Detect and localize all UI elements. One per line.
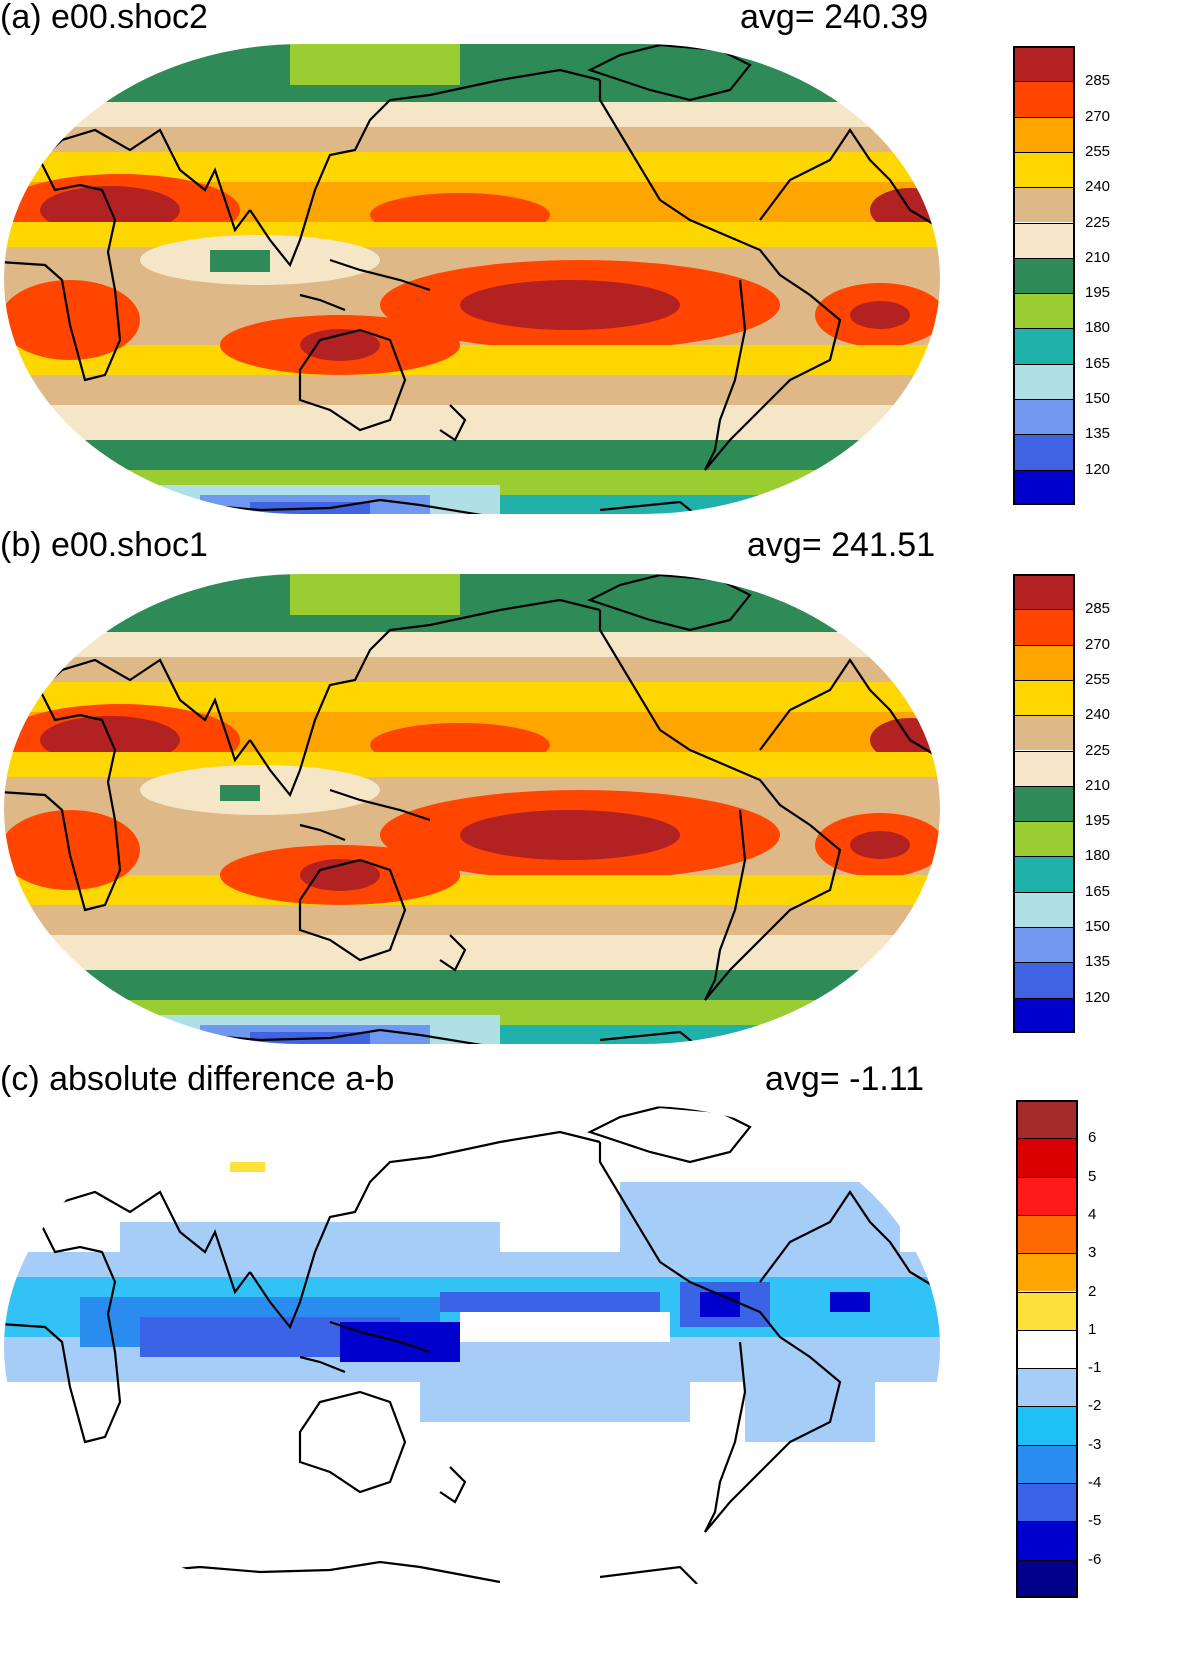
panel-c-map-svg [0, 1102, 944, 1592]
colorbar-swatch [1013, 715, 1075, 751]
colorbar-swatch [1013, 609, 1075, 645]
colorbar-swatch [1016, 1521, 1078, 1560]
colorbar-swatch [1016, 1368, 1078, 1407]
colorbar-swatch [1016, 1483, 1078, 1522]
colorbar-swatch [1013, 821, 1075, 857]
colorbar-swatch [1013, 679, 1075, 716]
colorbar-swatch [1016, 1559, 1078, 1598]
colorbar-label: 180 [1085, 847, 1111, 865]
colorbar-label: 180 [1085, 319, 1111, 337]
colorbar-swatch [1013, 962, 1075, 998]
colorbar-label: 210 [1085, 776, 1111, 794]
coastlines-c [2, 1105, 936, 1588]
colorbar-swatch [1016, 1100, 1078, 1139]
colorbar-label: 2 [1088, 1282, 1097, 1300]
colorbar-label: 195 [1085, 812, 1111, 830]
colorbar-swatch [1013, 927, 1075, 963]
colorbar-swatch [1016, 1253, 1078, 1292]
colorbar-label: 270 [1085, 107, 1111, 125]
colorbar-label: 285 [1085, 72, 1111, 90]
colorbar-label: 1 [1088, 1320, 1097, 1338]
colorbar-swatch [1013, 151, 1075, 188]
panel-a-title: (a) e00.shoc2 [0, 0, 208, 36]
colorbar-label: 240 [1085, 178, 1111, 196]
colorbar-label: 5 [1088, 1167, 1097, 1185]
colorbar-frame [1013, 46, 1075, 505]
band-southern-ocean [2, 440, 942, 470]
colorbar-swatch [1016, 1329, 1078, 1369]
colorbar-label: 225 [1085, 213, 1111, 231]
colorbar-label: 135 [1085, 425, 1111, 443]
colorbar-label: 150 [1085, 390, 1111, 407]
colorbar-swatch [1013, 750, 1075, 786]
colorbar-swatch [1016, 1444, 1078, 1483]
colorbar-swatch [1013, 293, 1075, 329]
colorbar-swatch [1013, 399, 1075, 435]
colorbar-swatch [1013, 469, 1075, 505]
colorbar-swatch [1013, 116, 1075, 152]
colorbar-swatch [1016, 1138, 1078, 1177]
panel-b-title: (b) e00.shoc1 [0, 526, 208, 564]
colorbar-label: 225 [1085, 741, 1111, 759]
colorbar-label: 6 [1088, 1129, 1097, 1147]
panel-c-map [0, 1102, 945, 1592]
colorbar-label: 270 [1085, 635, 1111, 653]
colorbar-label: 195 [1085, 284, 1111, 302]
band-arctic [2, 42, 942, 102]
colorbar-label: 165 [1085, 354, 1111, 372]
colorbar-label: -2 [1088, 1397, 1102, 1415]
colorbar-label: 150 [1085, 918, 1111, 935]
colorbar-frame [1013, 574, 1075, 1033]
panel-b-avg: avg= 241.51 [747, 526, 936, 564]
panel-c-avg: avg= -1.11 [765, 1060, 925, 1098]
colorbar-label: -4 [1088, 1474, 1102, 1491]
colorbar-swatch [1013, 328, 1075, 364]
colorbar-label: -1 [1088, 1359, 1102, 1377]
colorbar-swatch [1016, 1214, 1078, 1254]
panel-c-title: (c) absolute difference a-b [0, 1060, 395, 1098]
colorbar-swatch [1013, 785, 1075, 822]
panel-a-map-svg [0, 40, 944, 518]
colorbar-swatch [1013, 363, 1075, 399]
panel-b-map [0, 570, 945, 1048]
colorbar-label: 4 [1088, 1205, 1097, 1223]
colorbar-label: 120 [1085, 460, 1111, 478]
colorbar-label: 165 [1085, 882, 1111, 900]
panel-a: (a) e00.shoc2 avg= 240.39 [0, 0, 1188, 540]
colorbar-label: -3 [1088, 1435, 1102, 1453]
colorbar-label: 240 [1085, 706, 1111, 724]
colorbar-swatch [1013, 222, 1075, 258]
colorbar-frame [1016, 1100, 1078, 1598]
panel-b-map-svg [0, 570, 944, 1048]
colorbar-swatch [1013, 891, 1075, 927]
colorbar-label: 255 [1085, 670, 1111, 688]
colorbar-label: 255 [1085, 142, 1111, 160]
colorbar-swatch [1016, 1176, 1078, 1215]
colorbar-swatch [1013, 81, 1075, 117]
colorbar-swatch [1013, 644, 1075, 680]
colorbar-swatch [1016, 1291, 1078, 1330]
panel-a-map [0, 40, 945, 518]
colorbar-label: -5 [1088, 1512, 1102, 1530]
colorbar-label: 135 [1085, 953, 1111, 971]
colorbar-swatch [1013, 257, 1075, 294]
colorbar-swatch [1013, 187, 1075, 223]
colorbar-swatch [1013, 434, 1075, 470]
colorbar-label: -6 [1088, 1550, 1102, 1568]
colorbar-swatch [1013, 856, 1075, 892]
colorbar-swatch [1013, 997, 1075, 1033]
colorbar-swatch [1013, 46, 1075, 82]
colorbar-label: 120 [1085, 988, 1111, 1006]
colorbar-swatch [1016, 1406, 1078, 1445]
colorbar-label: 3 [1088, 1244, 1097, 1262]
panel-c: (c) absolute difference a-b avg= -1.11 [0, 1062, 1188, 1677]
colorbar-label: 285 [1085, 600, 1111, 618]
panel-a-avg: avg= 240.39 [740, 0, 929, 36]
panel-b: (b) e00.shoc1 avg= 241.51 [0, 528, 1188, 1088]
colorbar-swatch [1013, 574, 1075, 610]
colorbar-label: 210 [1085, 248, 1111, 266]
